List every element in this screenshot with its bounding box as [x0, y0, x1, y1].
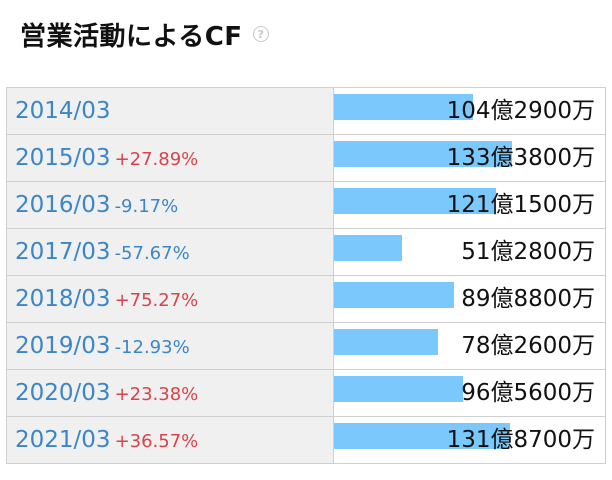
- fiscal-year-label[interactable]: 2020/03: [15, 380, 111, 406]
- table-row: 2021/03 +36.57% 131億8700万: [6, 416, 606, 464]
- change-percent: +27.89%: [114, 149, 199, 170]
- change-percent: +23.38%: [114, 384, 199, 405]
- cf-value-label: 89億8800万: [461, 286, 595, 312]
- fiscal-year-label[interactable]: 2016/03: [15, 192, 111, 218]
- fiscal-year-label[interactable]: 2021/03: [15, 427, 111, 453]
- page-title: 営業活動によるCF: [20, 21, 243, 52]
- change-percent: +36.57%: [114, 431, 199, 452]
- value-cell: 51億2800万: [333, 228, 606, 276]
- value-cell: 96億5600万: [333, 369, 606, 417]
- cf-value-label: 96億5600万: [461, 380, 595, 406]
- cf-bar: [334, 94, 473, 120]
- year-cell: 2020/03 +23.38%: [6, 369, 334, 417]
- chart-title-area: 営業活動によるCF ?: [20, 14, 269, 54]
- value-cell: 131億8700万: [333, 416, 606, 464]
- fiscal-year-label[interactable]: 2019/03: [15, 333, 111, 359]
- cf-table: 2014/03 104億2900万 2015/03 +27.89% 133億3800万 2…: [6, 87, 606, 464]
- year-cell: 2015/03 +27.89%: [6, 134, 334, 182]
- cf-value-label: 78億2600万: [461, 333, 595, 359]
- table-row: 2016/03 -9.17% 121億1500万: [6, 181, 606, 229]
- change-percent: +75.27%: [114, 290, 199, 311]
- fiscal-year-label[interactable]: 2014/03: [15, 98, 111, 124]
- value-cell: 104億2900万: [333, 87, 606, 135]
- fiscal-year-label[interactable]: 2018/03: [15, 286, 111, 312]
- value-cell: 121億1500万: [333, 181, 606, 229]
- value-cell: 133億3800万: [333, 134, 606, 182]
- cf-bar: [334, 141, 512, 167]
- table-row: 2019/03 -12.93% 78億2600万: [6, 322, 606, 370]
- year-cell: 2016/03 -9.17%: [6, 181, 334, 229]
- year-cell: 2017/03 -57.67%: [6, 228, 334, 276]
- fiscal-year-label[interactable]: 2017/03: [15, 239, 111, 265]
- table-row: 2014/03 104億2900万: [6, 87, 606, 135]
- change-percent: -12.93%: [114, 337, 190, 358]
- cf-bar: [334, 376, 463, 402]
- cf-bar: [334, 329, 438, 355]
- question-circle-icon[interactable]: ?: [252, 26, 269, 42]
- year-cell: 2021/03 +36.57%: [6, 416, 334, 464]
- year-cell: 2014/03: [6, 87, 334, 135]
- cf-bar: [334, 282, 454, 308]
- cf-value-label: 51億2800万: [461, 239, 595, 265]
- change-percent: -9.17%: [114, 196, 179, 217]
- cf-value-label: 133億3800万: [446, 145, 595, 171]
- year-cell: 2019/03 -12.93%: [6, 322, 334, 370]
- change-percent: -57.67%: [114, 243, 190, 264]
- cf-value-label: 121億1500万: [446, 192, 595, 218]
- fiscal-year-label[interactable]: 2015/03: [15, 145, 111, 171]
- table-row: 2015/03 +27.89% 133億3800万: [6, 134, 606, 182]
- table-row: 2017/03 -57.67% 51億2800万: [6, 228, 606, 276]
- table-row: 2020/03 +23.38% 96億5600万: [6, 369, 606, 417]
- cf-bar: [334, 423, 510, 449]
- cf-value-label: 131億8700万: [446, 427, 595, 453]
- cf-bar: [334, 188, 496, 214]
- value-cell: 89億8800万: [333, 275, 606, 323]
- cf-value-label: 104億2900万: [446, 98, 595, 124]
- value-cell: 78億2600万: [333, 322, 606, 370]
- table-row: 2018/03 +75.27% 89億8800万: [6, 275, 606, 323]
- cf-bar: [334, 235, 402, 261]
- year-cell: 2018/03 +75.27%: [6, 275, 334, 323]
